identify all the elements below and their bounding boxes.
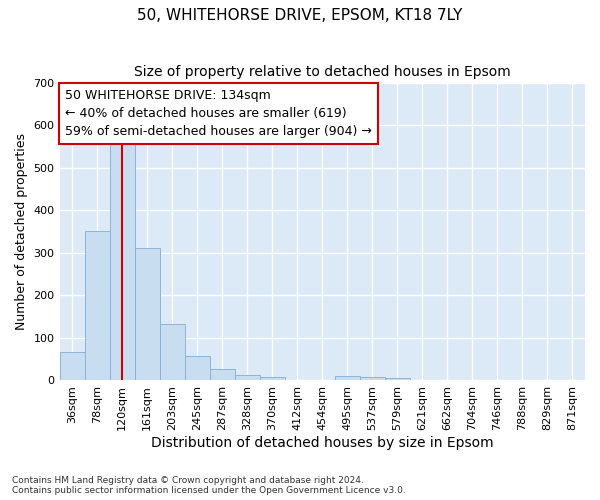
Bar <box>335 376 360 380</box>
Bar <box>185 356 209 380</box>
Bar <box>360 376 385 380</box>
Bar <box>134 248 160 380</box>
Bar <box>160 324 185 380</box>
Text: 50 WHITEHORSE DRIVE: 134sqm
← 40% of detached houses are smaller (619)
59% of se: 50 WHITEHORSE DRIVE: 134sqm ← 40% of det… <box>65 89 371 138</box>
Bar <box>235 375 260 380</box>
X-axis label: Distribution of detached houses by size in Epsom: Distribution of detached houses by size … <box>151 436 494 450</box>
Bar <box>85 231 110 380</box>
Bar <box>59 352 85 380</box>
Bar <box>260 378 285 380</box>
Bar <box>385 378 410 380</box>
Bar <box>209 369 235 380</box>
Bar <box>110 140 134 380</box>
Text: 50, WHITEHORSE DRIVE, EPSOM, KT18 7LY: 50, WHITEHORSE DRIVE, EPSOM, KT18 7LY <box>137 8 463 22</box>
Title: Size of property relative to detached houses in Epsom: Size of property relative to detached ho… <box>134 65 511 79</box>
Y-axis label: Number of detached properties: Number of detached properties <box>15 133 28 330</box>
Text: Contains HM Land Registry data © Crown copyright and database right 2024.
Contai: Contains HM Land Registry data © Crown c… <box>12 476 406 495</box>
